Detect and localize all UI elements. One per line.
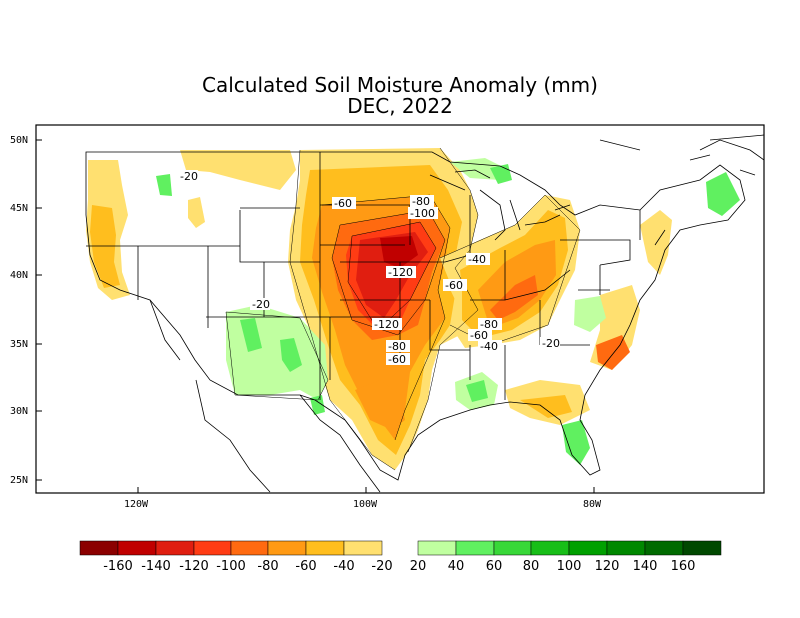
contour-label: -20 xyxy=(252,298,270,311)
contour-line xyxy=(289,149,396,471)
legend-swatch-neg-140 xyxy=(117,540,157,556)
contour-line xyxy=(225,311,329,401)
anomaly-area-mississippi-green-40 xyxy=(466,380,488,402)
anomaly-area-montana xyxy=(180,150,296,190)
legend-label: 20 xyxy=(410,559,427,574)
lat-label-50n: 50N xyxy=(10,135,29,146)
boundaries xyxy=(85,134,765,493)
lat-label-25n: 25N xyxy=(10,475,29,486)
contour-line xyxy=(347,221,437,331)
lon-label-100w: 100W xyxy=(353,499,378,510)
mexico-outline xyxy=(149,299,381,493)
legend-label: 60 xyxy=(486,559,503,574)
legend-label: -60 xyxy=(295,559,316,574)
anomaly-area-northeast xyxy=(640,210,672,275)
lat-label-45n: 45N xyxy=(10,203,29,214)
legend-label: 100 xyxy=(557,559,582,574)
contour-label: -60 xyxy=(388,353,406,366)
legend-swatch-pos-20 xyxy=(417,540,457,556)
legend-swatch-pos-40 xyxy=(455,540,495,556)
map-subtitle: DEC, 2022 xyxy=(347,94,453,118)
contour-label: -100 xyxy=(410,207,435,220)
contour-label: -60 xyxy=(470,329,488,342)
legend-label: -120 xyxy=(179,559,209,574)
contour-label: -40 xyxy=(480,340,498,353)
legend-labels: -160 -140 -120 -100 -80 -60 -40 -20 20 4… xyxy=(103,559,695,574)
legend-swatch-neg-60 xyxy=(267,540,307,556)
anomaly-fields xyxy=(86,148,740,470)
contour-label: -40 xyxy=(468,253,486,266)
legend-swatch-neg-160 xyxy=(79,540,119,556)
legend-swatch-neg-80 xyxy=(230,540,269,556)
contour-label: -60 xyxy=(334,197,352,210)
anomaly-area-virginia-green xyxy=(574,296,606,332)
contour-label: -20 xyxy=(180,170,198,183)
lon-label-120w: 120W xyxy=(124,499,149,510)
anomaly-area-maine-green xyxy=(706,172,740,216)
lat-label-35n: 35N xyxy=(10,339,29,350)
anomaly-area-florida-green xyxy=(562,420,590,465)
anomaly-area-southwest-green-40 xyxy=(240,318,325,415)
contour-label: -120 xyxy=(374,318,399,331)
anomaly-area-plains-140 xyxy=(380,236,418,268)
legend-swatch-neg-20 xyxy=(343,540,383,556)
legend-label: 40 xyxy=(448,559,465,574)
canada-coast xyxy=(599,134,765,176)
legend-label: -20 xyxy=(371,559,392,574)
contour-label: -120 xyxy=(388,266,413,279)
legend-label: -160 xyxy=(103,559,133,574)
legend-label: -80 xyxy=(257,559,278,574)
contour-label: -80 xyxy=(412,195,430,208)
contour-label: -80 xyxy=(480,318,498,331)
contour-label-group: -20 -60 -80 -100 -120 -40 -60 -80 -60 -4… xyxy=(178,170,560,366)
contour-label: -20 xyxy=(542,337,560,350)
legend-label: 140 xyxy=(633,559,658,574)
anomaly-area-washington-green xyxy=(156,174,172,196)
great-lakes xyxy=(454,169,571,241)
legend-label: -140 xyxy=(141,559,171,574)
legend-swatch-pos-140 xyxy=(644,540,684,556)
anomaly-area-texas xyxy=(355,380,405,430)
map-title: Calculated Soil Moisture Anomaly (mm) xyxy=(202,73,598,97)
axis-ticks xyxy=(36,139,595,493)
contour-label: -60 xyxy=(445,279,463,292)
legend-swatch-pos-100 xyxy=(568,540,608,556)
contour-line xyxy=(407,147,479,453)
legend-label: 160 xyxy=(671,559,696,574)
legend-swatch-neg-100 xyxy=(193,540,232,556)
us-outline xyxy=(85,151,746,481)
legend-swatch-pos-80 xyxy=(530,540,570,556)
legend-swatch-neg-120 xyxy=(155,540,195,556)
legend-swatch-pos-120 xyxy=(606,540,646,556)
map-frame xyxy=(35,124,765,494)
legend-swatch-pos-60 xyxy=(493,540,532,556)
legend-label: -40 xyxy=(333,559,354,574)
anomaly-area-southeast-40 xyxy=(520,395,572,418)
lat-label-40n: 40N xyxy=(10,270,29,281)
legend-swatch-neg-40 xyxy=(305,540,345,556)
legend-label: 120 xyxy=(595,559,620,574)
legend-swatch-pos-160 xyxy=(682,540,722,556)
legend-label: -100 xyxy=(216,559,246,574)
legend-label: 80 xyxy=(523,559,540,574)
anomaly-area-idaho xyxy=(188,197,205,228)
lat-label-30n: 30N xyxy=(10,406,29,417)
state-lines xyxy=(86,152,666,400)
lon-label-80w: 80W xyxy=(583,499,602,510)
legend xyxy=(79,540,722,556)
anomaly-area-carolina xyxy=(596,335,630,370)
anomaly-area-west-coast-40 xyxy=(90,205,120,288)
contour-label: -80 xyxy=(388,340,406,353)
